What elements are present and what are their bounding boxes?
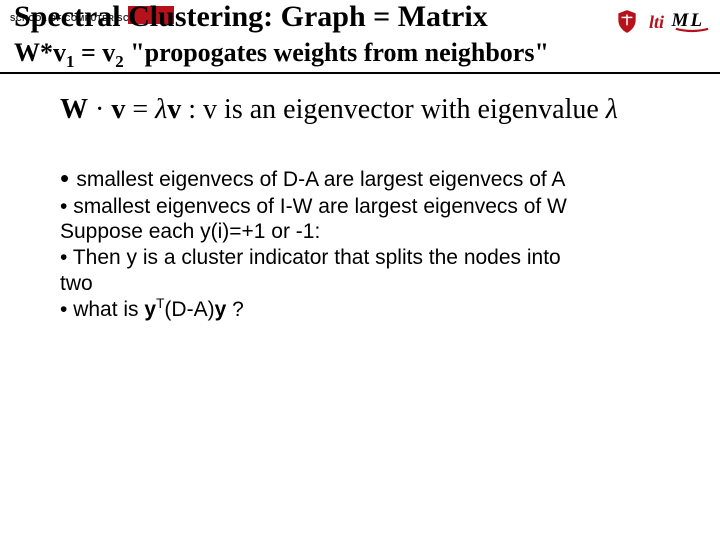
eq-eq: = <box>125 94 155 125</box>
bullet-1-text: smallest eigenvecs of D-A are largest ei… <box>76 168 565 191</box>
slide-title-line2: W*v1 = v2 "propogates weights from neigh… <box>14 38 549 72</box>
svg-text:M: M <box>670 10 689 31</box>
eq-lambda: λ <box>155 94 167 125</box>
subtitle-mid: = v <box>74 38 115 67</box>
svg-text:L: L <box>690 10 703 31</box>
ml-logo-icon: M L <box>670 6 714 34</box>
slide-title-line1: Spectral Clustering: Graph = Matrix <box>14 0 488 34</box>
eq-colon: : <box>181 94 203 125</box>
eq-dot: · <box>88 94 111 125</box>
bullet-5: what is yT(D-A)y ? <box>60 296 672 323</box>
eq-v1: v <box>111 94 125 125</box>
eq-v2: v <box>167 94 181 125</box>
eq-rest: v is an eigenvector with eigenvalue <box>203 94 606 125</box>
title-underline <box>0 72 720 74</box>
eigen-equation: W · v = λv : v is an eigenvector with ei… <box>60 94 618 126</box>
eq-lambda2: λ <box>606 94 618 125</box>
subtitle-suffix: "propogates weights from neighbors" <box>124 38 549 67</box>
b5-y2: y <box>215 298 227 321</box>
lti-text: lti <box>649 12 664 33</box>
line-3: Suppose each y(i)=+1 or -1: <box>60 219 672 245</box>
b5-post: ? <box>226 298 244 321</box>
bullet-2: smallest eigenvecs of I-W are largest ei… <box>60 194 672 220</box>
bullet-4: Then y is a cluster indicator that split… <box>60 245 672 271</box>
body-text: smallest eigenvecs of D-A are largest ei… <box>60 162 672 323</box>
b5-mid: (D-A) <box>164 298 214 321</box>
shield-icon <box>614 8 640 34</box>
subtitle-prefix: W*v <box>14 38 66 67</box>
bullet-4b: two <box>60 271 672 297</box>
eq-W: W <box>60 94 88 125</box>
subtitle-sub2: 2 <box>115 52 123 71</box>
b5-pre: what is <box>73 298 144 321</box>
bullet-2-text: smallest eigenvecs of I-W are largest ei… <box>73 195 567 218</box>
bullet-1: smallest eigenvecs of D-A are largest ei… <box>60 162 672 194</box>
b5-y1: y <box>144 298 156 321</box>
bullet-4a-text: Then y is a cluster indicator that split… <box>73 246 561 269</box>
slide: SCHOOL OF COMPUTER SCIENCE lti M L Spect… <box>0 0 720 540</box>
